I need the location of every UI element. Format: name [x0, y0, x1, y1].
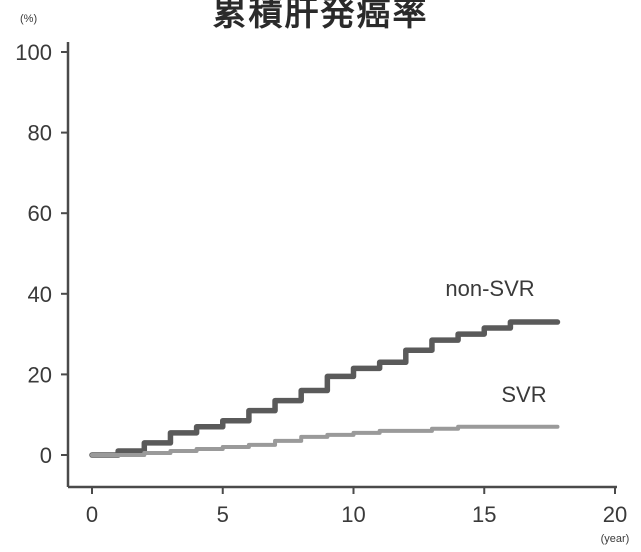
series-labels: non-SVR SVR: [445, 276, 546, 407]
y-tick-label: 100: [15, 40, 52, 65]
y-axis-unit: (%): [20, 13, 37, 25]
x-tick-label: 5: [217, 502, 229, 527]
x-tick-label: 15: [472, 502, 496, 527]
y-tick-label: 20: [28, 362, 52, 387]
x-tick-label: 0: [86, 502, 98, 527]
series-label-svr: SVR: [501, 382, 546, 407]
y-tick-label: 60: [28, 201, 52, 226]
x-axis-unit: (year): [601, 533, 630, 545]
y-tick-label: 0: [40, 443, 52, 468]
axes: 0 20 40 60 80 100 0 5 10 15 20 (%) (year): [15, 13, 629, 545]
series-line-non-svr: [89, 319, 561, 458]
chart-title: 累積肝発癌率: [212, 0, 429, 33]
x-tick-label: 20: [603, 502, 627, 527]
series-lines: [89, 319, 561, 458]
series-label-non-svr: non-SVR: [445, 276, 534, 301]
series-line-svr: [90, 424, 560, 457]
y-tick-label: 40: [28, 282, 52, 307]
y-tick-label: 80: [28, 121, 52, 146]
x-tick-label: 10: [341, 502, 365, 527]
